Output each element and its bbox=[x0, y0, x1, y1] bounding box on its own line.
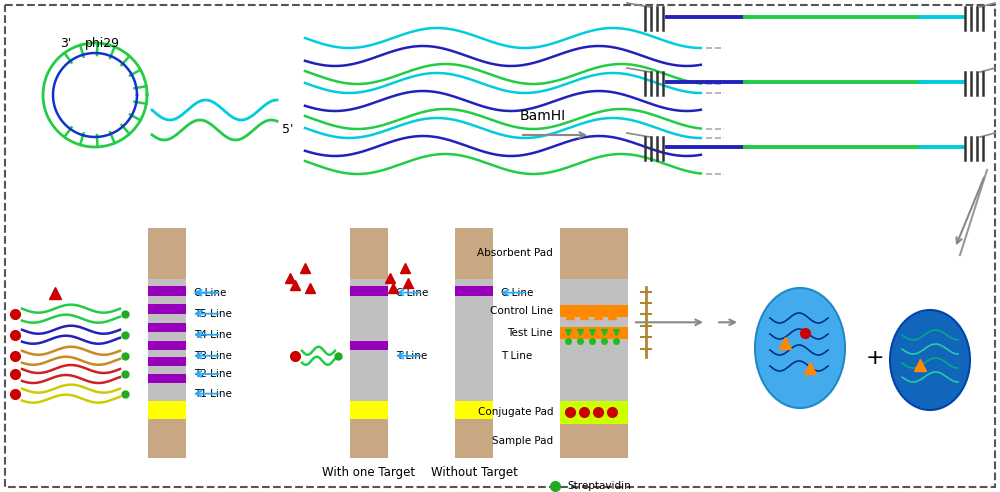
Bar bbox=[148, 304, 186, 314]
Bar bbox=[350, 278, 388, 400]
Text: BamHI: BamHI bbox=[520, 109, 566, 123]
Bar bbox=[350, 341, 388, 350]
Bar bbox=[148, 400, 186, 419]
Bar bbox=[148, 357, 186, 367]
Text: C Line: C Line bbox=[396, 288, 428, 298]
Bar bbox=[455, 400, 493, 419]
Ellipse shape bbox=[890, 310, 970, 410]
Bar bbox=[560, 228, 628, 278]
Text: With one Target: With one Target bbox=[322, 466, 416, 479]
Bar bbox=[560, 400, 628, 424]
Bar bbox=[455, 228, 493, 278]
Text: 3': 3' bbox=[60, 37, 71, 50]
Bar bbox=[148, 323, 186, 332]
Bar bbox=[350, 400, 388, 419]
Bar bbox=[148, 419, 186, 458]
Bar bbox=[455, 286, 493, 296]
Bar bbox=[350, 286, 388, 296]
Text: C Line: C Line bbox=[194, 288, 226, 298]
Text: T Line: T Line bbox=[501, 351, 532, 361]
Text: Streptavidin: Streptavidin bbox=[567, 481, 631, 491]
Text: +: + bbox=[866, 348, 884, 368]
Bar bbox=[148, 341, 186, 350]
Text: T1 Line: T1 Line bbox=[194, 389, 232, 399]
Bar bbox=[148, 228, 186, 278]
Bar bbox=[455, 278, 493, 400]
Text: T2 Line: T2 Line bbox=[194, 369, 232, 379]
Bar bbox=[148, 286, 186, 296]
Bar bbox=[560, 305, 628, 317]
Text: Test Line: Test Line bbox=[508, 328, 553, 338]
Text: T4 Line: T4 Line bbox=[194, 330, 232, 339]
Bar bbox=[148, 374, 186, 383]
Text: Control Line: Control Line bbox=[490, 306, 553, 316]
Text: T5 Line: T5 Line bbox=[194, 308, 232, 319]
Bar bbox=[350, 228, 388, 278]
Text: C Line: C Line bbox=[501, 288, 533, 298]
Text: Conjugate Pad: Conjugate Pad bbox=[478, 407, 553, 417]
Bar bbox=[560, 424, 628, 458]
Bar bbox=[350, 419, 388, 458]
Bar bbox=[560, 366, 628, 400]
Bar bbox=[455, 419, 493, 458]
Text: phi29: phi29 bbox=[85, 37, 120, 50]
Text: T3 Line: T3 Line bbox=[194, 351, 232, 361]
Bar bbox=[148, 278, 186, 400]
Bar bbox=[560, 327, 628, 338]
Text: Sample Pad: Sample Pad bbox=[492, 436, 553, 446]
Bar bbox=[560, 278, 628, 366]
Text: 5': 5' bbox=[282, 123, 294, 136]
Text: Without Target: Without Target bbox=[431, 466, 517, 479]
Text: Absorbent Pad: Absorbent Pad bbox=[477, 248, 553, 258]
Ellipse shape bbox=[755, 288, 845, 408]
Text: T Line: T Line bbox=[396, 351, 427, 361]
